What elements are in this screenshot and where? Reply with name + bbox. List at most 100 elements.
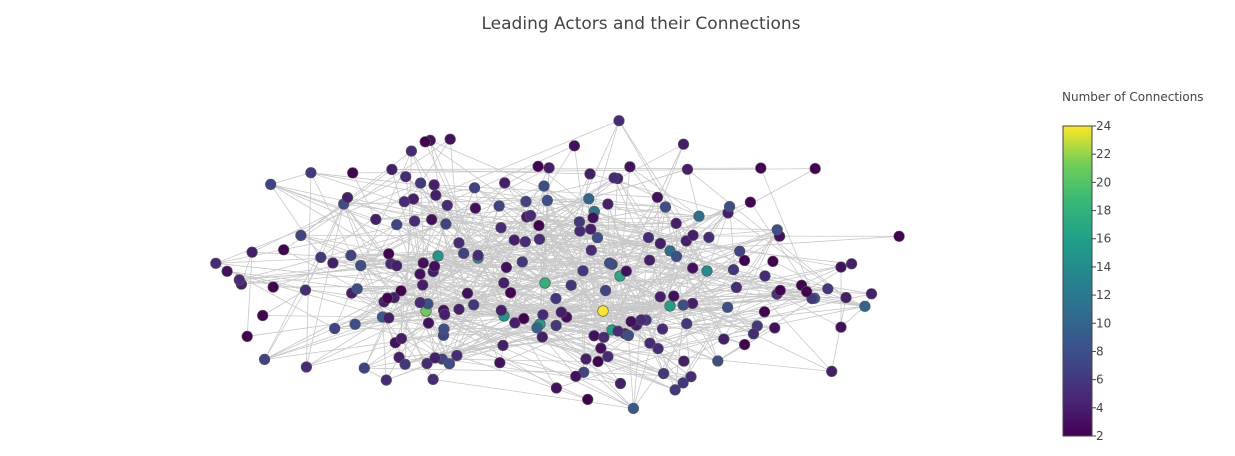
network-node[interactable]: [602, 198, 614, 210]
network-node[interactable]: [643, 254, 656, 266]
network-node[interactable]: [582, 393, 594, 406]
network-node[interactable]: [588, 330, 600, 342]
network-node[interactable]: [580, 353, 592, 365]
network-node[interactable]: [568, 140, 581, 152]
network-node[interactable]: [409, 215, 421, 227]
network-node[interactable]: [597, 305, 609, 317]
network-node[interactable]: [439, 308, 451, 321]
network-node[interactable]: [592, 356, 604, 368]
network-node[interactable]: [652, 343, 664, 355]
network-node[interactable]: [613, 115, 625, 127]
network-node[interactable]: [865, 288, 878, 300]
network-node[interactable]: [893, 230, 905, 242]
network-node[interactable]: [738, 254, 751, 267]
network-node[interactable]: [657, 368, 670, 380]
network-node[interactable]: [421, 357, 433, 370]
network-node[interactable]: [278, 244, 290, 256]
network-node[interactable]: [573, 216, 586, 228]
network-node[interactable]: [531, 322, 543, 334]
network-node[interactable]: [299, 284, 312, 296]
network-node[interactable]: [469, 202, 482, 214]
network-node[interactable]: [584, 168, 596, 180]
network-node[interactable]: [654, 291, 666, 303]
network-node[interactable]: [444, 133, 456, 145]
network-node[interactable]: [405, 145, 418, 157]
network-node[interactable]: [570, 370, 582, 382]
network-node[interactable]: [498, 277, 510, 289]
network-node[interactable]: [701, 265, 713, 277]
network-node[interactable]: [461, 287, 474, 299]
network-node[interactable]: [493, 200, 505, 212]
network-node[interactable]: [520, 195, 532, 208]
network-node[interactable]: [295, 229, 307, 241]
network-node[interactable]: [516, 256, 528, 268]
network-node[interactable]: [426, 214, 438, 226]
network-node[interactable]: [608, 172, 620, 184]
network-node[interactable]: [427, 373, 439, 386]
network-node[interactable]: [603, 257, 616, 269]
network-node[interactable]: [539, 277, 551, 289]
network-node[interactable]: [614, 377, 627, 390]
network-node[interactable]: [537, 309, 549, 321]
network-node[interactable]: [703, 231, 715, 243]
network-node[interactable]: [383, 248, 395, 260]
network-node[interactable]: [265, 178, 277, 190]
network-node[interactable]: [430, 189, 442, 201]
network-node[interactable]: [259, 353, 271, 366]
network-node[interactable]: [451, 349, 463, 362]
network-node[interactable]: [712, 355, 724, 367]
network-node[interactable]: [541, 194, 553, 207]
network-node[interactable]: [758, 306, 771, 318]
network-node[interactable]: [859, 300, 871, 312]
network-node[interactable]: [453, 237, 465, 249]
network-node[interactable]: [358, 362, 370, 374]
network-node[interactable]: [395, 333, 408, 345]
network-node[interactable]: [822, 283, 834, 295]
network-node[interactable]: [840, 292, 852, 304]
network-node[interactable]: [415, 177, 427, 189]
network-node[interactable]: [826, 365, 838, 378]
network-node[interactable]: [349, 318, 361, 330]
network-node[interactable]: [241, 330, 253, 343]
network-node[interactable]: [835, 261, 847, 273]
network-node[interactable]: [654, 237, 667, 250]
network-node[interactable]: [734, 245, 746, 257]
network-node[interactable]: [801, 286, 813, 298]
network-node[interactable]: [598, 331, 610, 343]
network-node[interactable]: [668, 290, 680, 302]
network-node[interactable]: [677, 138, 690, 150]
network-node[interactable]: [686, 297, 699, 310]
network-node[interactable]: [678, 355, 690, 367]
network-node[interactable]: [399, 358, 411, 370]
network-node[interactable]: [414, 268, 426, 280]
network-node[interactable]: [508, 234, 520, 246]
network-node[interactable]: [550, 292, 562, 305]
network-node[interactable]: [845, 258, 858, 270]
network-node[interactable]: [355, 259, 367, 272]
network-node[interactable]: [585, 223, 597, 235]
network-node[interactable]: [441, 199, 453, 211]
network-node[interactable]: [565, 279, 577, 291]
network-node[interactable]: [524, 209, 537, 222]
network-node[interactable]: [443, 358, 456, 370]
network-node[interactable]: [669, 384, 681, 396]
network-node[interactable]: [664, 300, 676, 312]
network-node[interactable]: [612, 325, 624, 337]
network-node[interactable]: [595, 342, 607, 354]
network-node[interactable]: [771, 224, 783, 236]
network-node[interactable]: [670, 250, 683, 262]
network-node[interactable]: [351, 283, 363, 295]
network-node[interactable]: [727, 264, 740, 276]
network-node[interactable]: [315, 251, 327, 263]
network-node[interactable]: [458, 247, 470, 259]
network-node[interactable]: [381, 292, 394, 304]
network-node[interactable]: [651, 191, 664, 203]
network-node[interactable]: [670, 217, 682, 229]
network-node[interactable]: [635, 314, 647, 326]
network-node[interactable]: [453, 303, 465, 315]
network-node[interactable]: [550, 382, 563, 394]
network-node[interactable]: [267, 281, 279, 293]
network-node[interactable]: [345, 249, 357, 261]
network-node[interactable]: [246, 246, 258, 258]
network-node[interactable]: [625, 316, 637, 328]
